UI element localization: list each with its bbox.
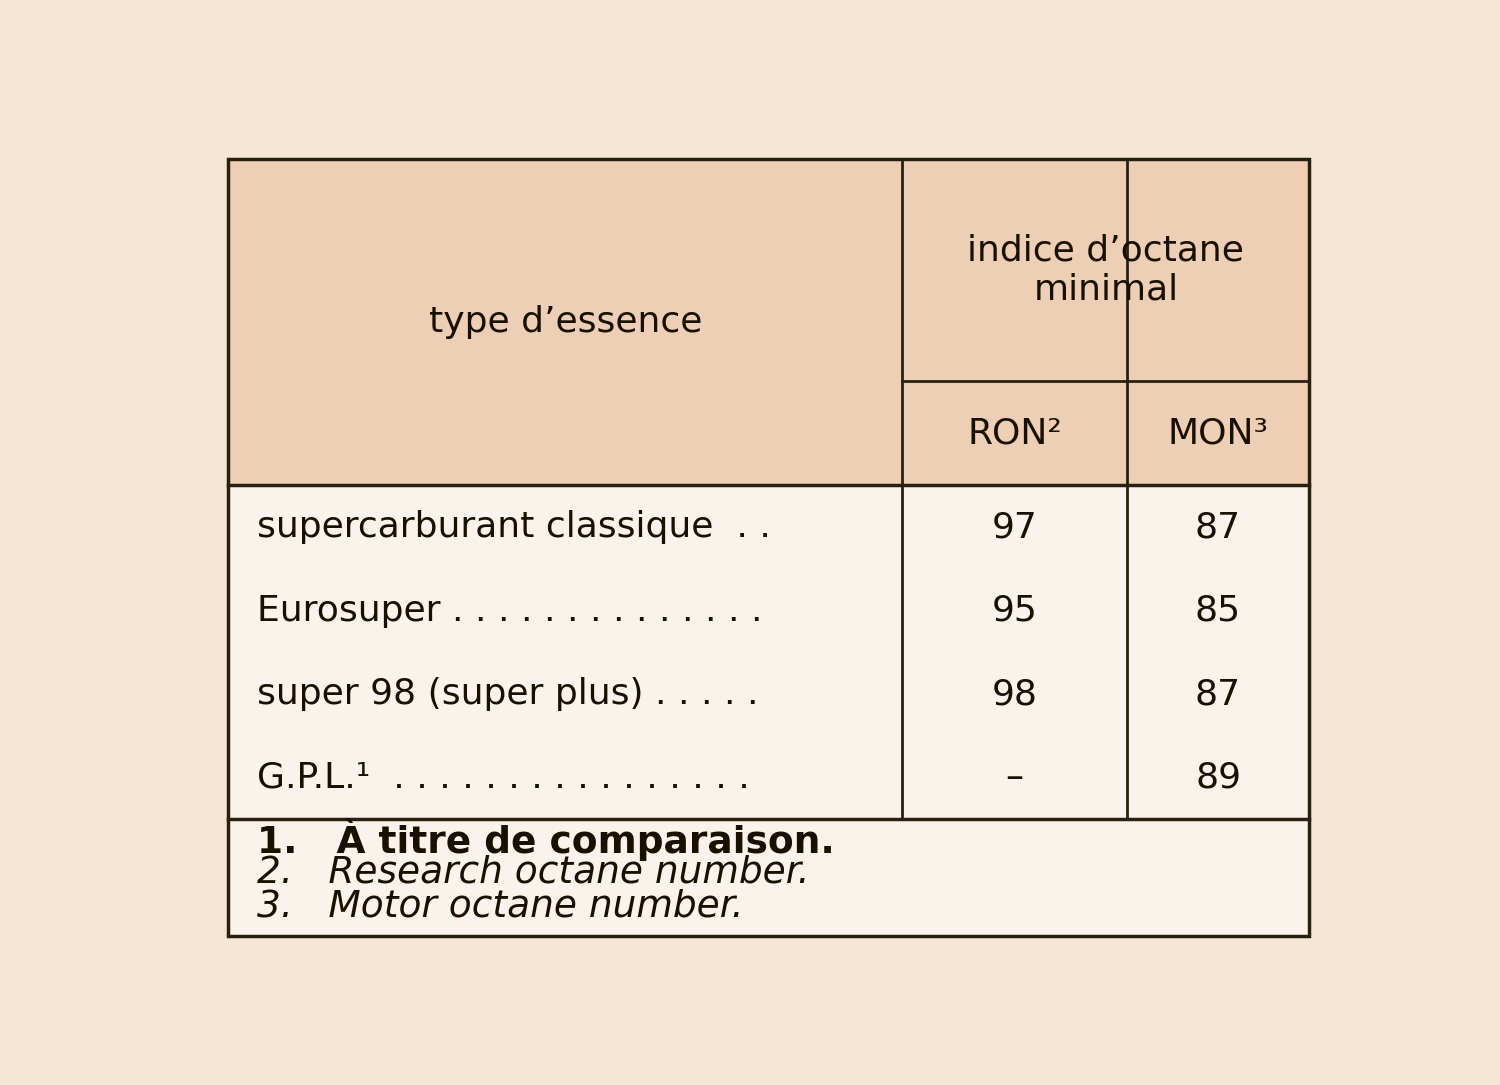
Text: 89: 89 bbox=[1196, 761, 1240, 794]
Text: 2.   Research octane number.: 2. Research octane number. bbox=[258, 855, 810, 891]
Text: supercarburant classique  . .: supercarburant classique . . bbox=[258, 510, 771, 544]
Text: 87: 87 bbox=[1196, 677, 1240, 711]
Text: 3.   Motor octane number.: 3. Motor octane number. bbox=[258, 889, 744, 924]
Text: 87: 87 bbox=[1196, 510, 1240, 544]
Text: 98: 98 bbox=[992, 677, 1038, 711]
Bar bbox=[228, 819, 1310, 936]
Text: indice d’octane
minimal: indice d’octane minimal bbox=[968, 233, 1245, 307]
Bar bbox=[228, 485, 1310, 819]
Bar bbox=[228, 159, 1310, 485]
Text: 97: 97 bbox=[992, 510, 1038, 544]
Text: type d’essence: type d’essence bbox=[429, 305, 702, 340]
Text: super 98 (super plus) . . . . .: super 98 (super plus) . . . . . bbox=[258, 677, 759, 711]
Text: Eurosuper . . . . . . . . . . . . . .: Eurosuper . . . . . . . . . . . . . . bbox=[258, 593, 762, 627]
Text: MON³: MON³ bbox=[1167, 416, 1269, 450]
Text: RON²: RON² bbox=[968, 416, 1062, 450]
Text: 1.   À titre de comparaison.: 1. À titre de comparaison. bbox=[258, 818, 836, 861]
Text: 95: 95 bbox=[992, 593, 1038, 627]
Text: G.P.L.¹  . . . . . . . . . . . . . . . .: G.P.L.¹ . . . . . . . . . . . . . . . . bbox=[258, 761, 750, 794]
Text: 85: 85 bbox=[1196, 593, 1240, 627]
Text: –: – bbox=[1005, 761, 1023, 794]
